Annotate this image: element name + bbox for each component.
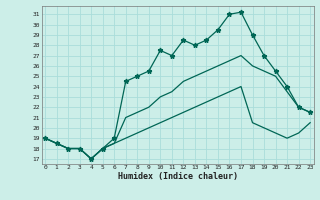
X-axis label: Humidex (Indice chaleur): Humidex (Indice chaleur)	[118, 172, 237, 181]
